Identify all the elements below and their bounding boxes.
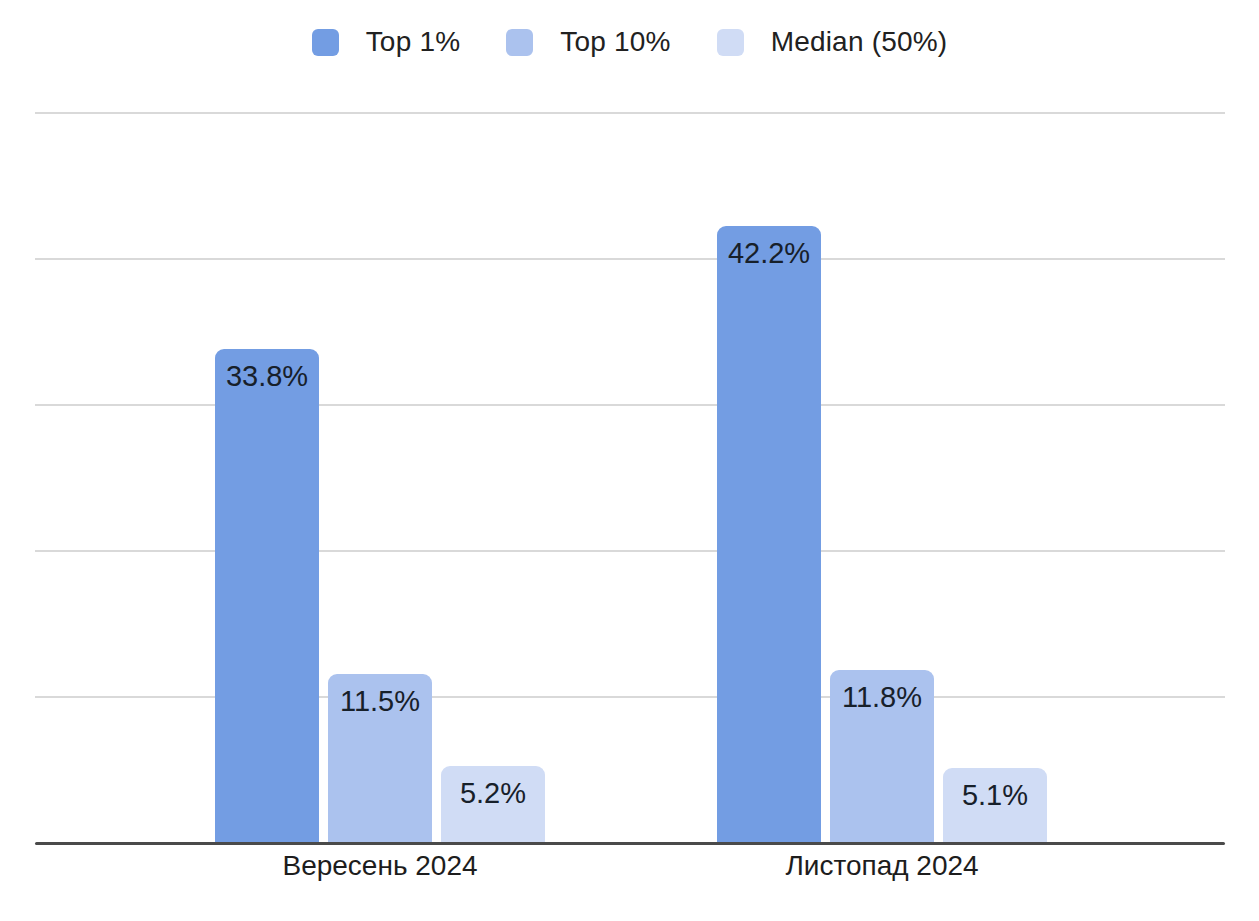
- legend-item-1: Top 10%: [506, 26, 670, 58]
- bar-value-label: 5.1%: [943, 779, 1047, 812]
- bar-series0-group1: 42.2%: [717, 226, 821, 842]
- bar-series1-group1: 11.8%: [830, 670, 934, 842]
- x-axis-category-label-0: Вересень 2024: [220, 850, 540, 882]
- x-axis-category-label-1: Листопад 2024: [722, 850, 1042, 882]
- bar-value-label: 11.5%: [328, 685, 432, 718]
- gridline-50pct: [35, 112, 1225, 114]
- bar-series0-group0: 33.8%: [215, 349, 319, 842]
- bar-value-label: 11.8%: [830, 681, 934, 714]
- bar-series2-group1: 5.1%: [943, 768, 1047, 842]
- bar-series1-group0: 11.5%: [328, 674, 432, 842]
- legend-label: Top 1%: [366, 26, 461, 58]
- x-axis-line: [35, 842, 1225, 845]
- chart-legend: Top 1% Top 10% Median (50%): [0, 26, 1259, 58]
- legend-item-0: Top 1%: [312, 26, 461, 58]
- gridline-40pct: [35, 258, 1225, 260]
- legend-swatch-icon: [717, 29, 744, 56]
- bar-value-label: 42.2%: [717, 237, 821, 270]
- legend-swatch-icon: [506, 29, 533, 56]
- legend-item-2: Median (50%): [717, 26, 948, 58]
- bar-chart: Top 1% Top 10% Median (50%) 33.8% 11.5% 5.2%…: [0, 0, 1259, 921]
- legend-label: Top 10%: [560, 26, 670, 58]
- legend-label: Median (50%): [771, 26, 948, 58]
- gridline-10pct: [35, 696, 1225, 698]
- bar-series2-group0: 5.2%: [441, 766, 545, 842]
- gridline-20pct: [35, 550, 1225, 552]
- bar-value-label: 33.8%: [215, 360, 319, 393]
- bar-value-label: 5.2%: [441, 777, 545, 810]
- legend-swatch-icon: [312, 29, 339, 56]
- gridline-30pct: [35, 404, 1225, 406]
